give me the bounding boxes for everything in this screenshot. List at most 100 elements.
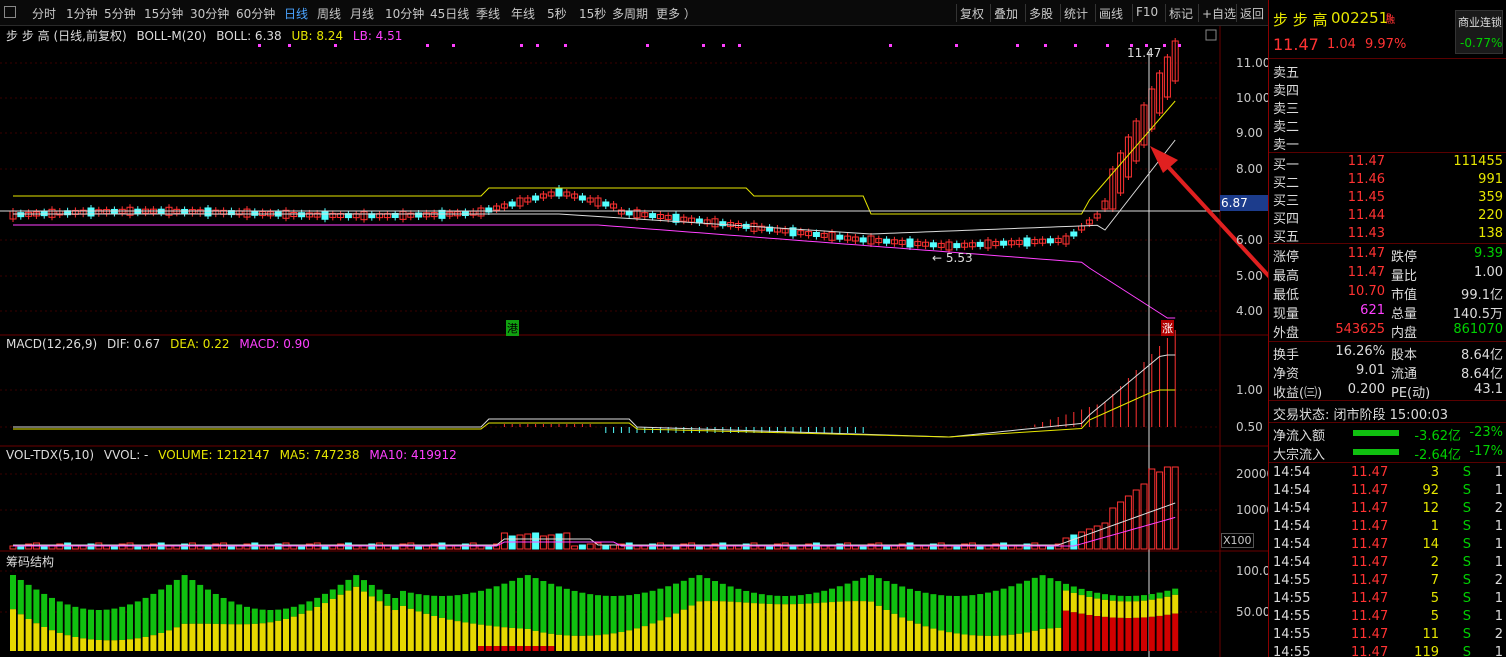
price-crosshair-label: 6.87: [1221, 196, 1248, 210]
period-toolbar: 分时 1分钟 5分钟 15分钟 30分钟 60分钟 日线 周线 月线 10分钟 45日线 季线 年线 5秒…: [0, 0, 1268, 26]
chip-bar-green: [946, 595, 952, 633]
toolbar-checkbox[interactable]: [4, 6, 16, 18]
period-tab-4[interactable]: 30分钟: [190, 7, 230, 21]
chip-bar-green: [727, 586, 734, 602]
flow-value: -2.64亿: [1414, 448, 1461, 463]
bid-label: 买三: [1273, 194, 1300, 209]
chip-bar-green: [766, 595, 773, 604]
toolbar-button-2[interactable]: 多股: [1029, 7, 1054, 21]
chip-bar-green: [571, 590, 578, 636]
chip-bar-yellow: [1125, 601, 1132, 618]
event-marker: [520, 44, 523, 47]
chip-bar-yellow: [142, 636, 149, 651]
chip-bar-green: [1070, 586, 1077, 593]
tick-time: 14:55: [1273, 609, 1311, 624]
event-marker: [1106, 44, 1109, 47]
candle-body: [984, 239, 992, 249]
chip-bar-yellow: [743, 602, 750, 651]
chip-bar-green: [836, 586, 843, 602]
toolbar-button-0[interactable]: 复权: [960, 7, 985, 21]
sector-box[interactable]: 商业连锁 -0.77%: [1455, 10, 1503, 54]
period-tab-11[interactable]: 季线: [476, 7, 501, 21]
chip-bar-green: [563, 588, 570, 636]
chip-bar-yellow: [88, 639, 94, 651]
chip-bar-green: [478, 590, 484, 625]
chip-bar-green: [844, 583, 851, 602]
period-tab-3[interactable]: 15分钟: [144, 7, 184, 21]
chip-bar-red: [1164, 614, 1171, 651]
chip-bar-yellow: [774, 604, 781, 651]
volume-bar: [571, 545, 579, 550]
stat-value: 43.1: [1474, 382, 1503, 397]
toolbar-button-5[interactable]: F10: [1136, 5, 1159, 19]
tick-side: S: [1462, 501, 1471, 516]
chip-bar-green: [930, 594, 937, 629]
toolbar-button-4[interactable]: 画线: [1099, 7, 1124, 21]
chip-bar-green: [992, 590, 999, 636]
period-tab-13[interactable]: 5秒: [547, 7, 567, 21]
period-tab-0[interactable]: 分时: [32, 7, 57, 21]
kline-chart-area[interactable]: [0, 26, 1268, 657]
candle-body: [836, 234, 844, 240]
chip-bar-yellow: [64, 635, 71, 651]
period-tab-12[interactable]: 年线: [511, 7, 536, 21]
candle-body: [1054, 237, 1062, 243]
period-tab-5[interactable]: 60分钟: [236, 7, 276, 21]
chip-bar-yellow: [985, 635, 991, 651]
period-tab-2[interactable]: 5分钟: [104, 7, 136, 21]
toolbar-button-8[interactable]: 返回: [1240, 7, 1265, 21]
period-tab-10[interactable]: 45日线: [430, 7, 470, 21]
chip-bar-yellow: [883, 609, 890, 651]
period-tab-8[interactable]: 月线: [350, 7, 375, 21]
chip-y-tick: 100.0: [1236, 564, 1271, 578]
stat-row: 外盘 543625 内盘 861070: [1269, 321, 1506, 341]
toolbar-separator: [1165, 4, 1166, 22]
chip-bar-green: [1172, 588, 1179, 595]
candle-body: [571, 193, 579, 199]
period-tab-16[interactable]: 更多 ）: [656, 7, 696, 21]
chip-bar-yellow: [977, 635, 984, 651]
tick-time: 14:55: [1273, 627, 1311, 642]
chip-bar-green: [1055, 581, 1062, 628]
macd-dif-value: DIF: 0.67: [106, 337, 161, 351]
toolbar-button-3[interactable]: 统计: [1064, 7, 1089, 21]
chip-bar-red: [478, 646, 484, 651]
candle-body: [617, 209, 625, 215]
volume-bar: [1093, 525, 1101, 550]
chip-bar-yellow: [899, 617, 906, 651]
chip-bar-green: [95, 610, 102, 641]
toolbar-button-1[interactable]: 叠加: [994, 7, 1019, 21]
period-tab-7[interactable]: 周线: [317, 7, 342, 21]
candle-body: [251, 210, 259, 216]
flow-label: 净流入额: [1273, 429, 1326, 444]
candle-body: [976, 241, 984, 247]
macd-dif-line: [13, 354, 1176, 438]
chip-bar-yellow: [704, 601, 711, 651]
stat-label: 涨停: [1273, 250, 1300, 265]
stat-value: 11.47: [1347, 246, 1385, 261]
candle-body: [48, 208, 56, 218]
candle-body: [820, 232, 828, 238]
chip-bar-green: [774, 595, 781, 605]
event-markers: [258, 44, 1181, 47]
chip-bar-yellow: [228, 624, 235, 651]
event-marker: [955, 44, 958, 47]
period-tab-15[interactable]: 多周期: [612, 7, 649, 21]
chip-bar-green: [56, 601, 63, 633]
toolbar-separator: [1095, 4, 1096, 22]
period-tab-14[interactable]: 15秒: [579, 7, 607, 21]
period-tab-9[interactable]: 10分钟: [385, 7, 425, 21]
candle-body: [1171, 40, 1179, 82]
chip-bar-yellow: [103, 640, 110, 651]
stock-name: 步 步 高: [1273, 11, 1328, 29]
toolbar-button-6[interactable]: 标记: [1169, 7, 1194, 21]
candle-body: [1132, 120, 1140, 162]
period-tab-1[interactable]: 1分钟: [66, 7, 98, 21]
tick-count: 1: [1494, 519, 1503, 534]
period-tab-6[interactable]: 日线: [284, 7, 309, 21]
toolbar-button-7[interactable]: +自选: [1202, 7, 1237, 21]
chip-bar-yellow: [1063, 590, 1069, 611]
toolbar-separator: [1025, 4, 1026, 22]
chip-panel-header: 筹码结构: [6, 553, 54, 570]
chip-bar-yellow: [267, 622, 274, 651]
